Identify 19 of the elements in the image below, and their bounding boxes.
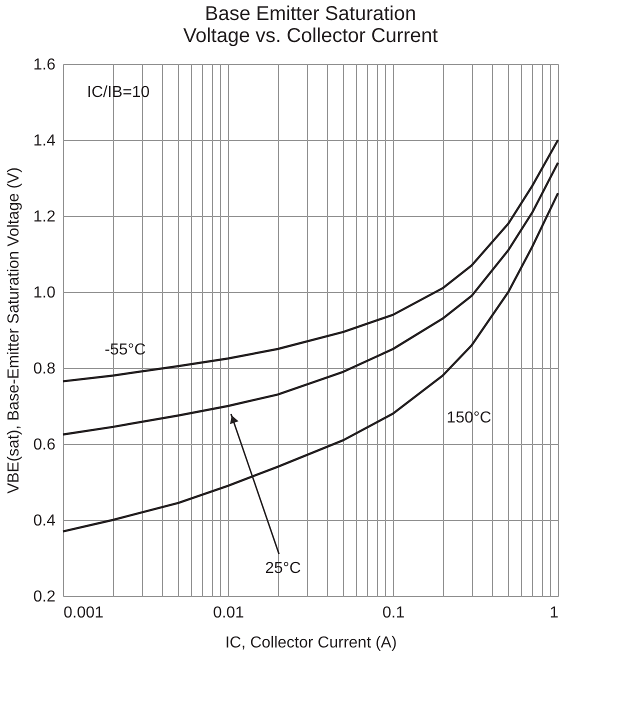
series-label: 150°C [446,410,492,427]
chart-title: Base Emitter Saturation Voltage vs. Collector Current [183,3,438,47]
y-tick-label: 1.2 [33,208,56,226]
y-tick-label: 0.4 [33,512,56,530]
x-tick-label: 0.01 [212,604,244,622]
y-tick-label: 1.6 [33,56,56,74]
x-tick-label: 0.001 [64,604,104,622]
y-tick-label: 0.2 [33,588,56,606]
y-tick-label: 0.6 [33,436,56,454]
x-tick-label: 1 [550,604,559,622]
y-tick-label: 0.8 [33,360,56,378]
y-tick-label: 1.0 [33,284,56,302]
annotation: IC/IB=10 [87,84,150,101]
series-label: -55°C [104,342,146,359]
y-tick-label: 1.4 [33,132,56,150]
text: 25°C [265,560,301,577]
x-tick-label: 0.1 [382,604,405,622]
y-axis-title: VBE(sat), Base-Emitter Saturation Voltage (V) [5,167,22,494]
x-axis-title: IC, Collector Current (A) [225,634,397,652]
